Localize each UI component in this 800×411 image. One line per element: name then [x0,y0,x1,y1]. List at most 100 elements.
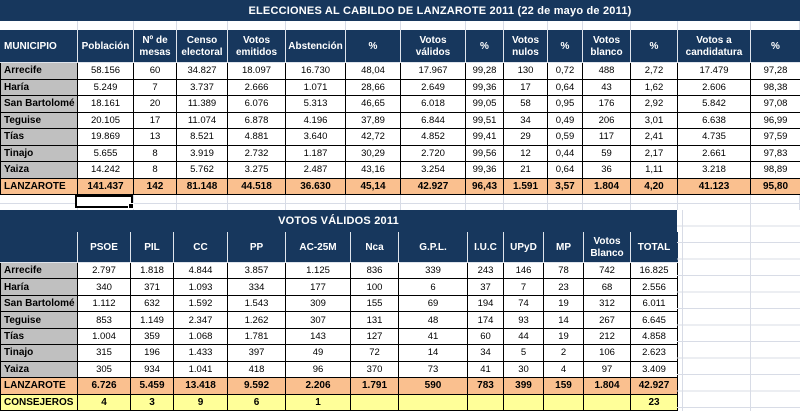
data-cell[interactable]: 1.543 [227,294,286,313]
row-label-cell[interactable]: Yaiza [0,161,78,179]
row-label-cell[interactable]: Arrecife [0,62,78,80]
column-header[interactable]: Votos a candidatura [677,30,751,63]
row-label-cell[interactable]: Tías [0,327,78,346]
data-cell[interactable]: 44 [503,327,544,346]
data-cell[interactable]: 6.844 [400,111,466,129]
column-header[interactable]: Censo electoral [176,30,228,63]
row-label-cell[interactable]: LANZAROTE [0,377,78,395]
data-cell[interactable]: 28,66 [345,78,401,96]
data-cell[interactable]: 99,41 [465,128,504,146]
data-cell[interactable]: 2.606 [677,78,751,96]
data-cell[interactable]: 1,11 [630,161,678,179]
data-cell[interactable]: 2,17 [630,144,678,162]
data-cell[interactable]: 1.591 [503,177,548,195]
data-cell[interactable]: 3.919 [176,144,228,162]
data-cell[interactable]: 96,43 [465,177,504,195]
data-cell[interactable]: 127 [350,327,399,346]
column-header[interactable]: Población [77,30,134,63]
data-cell[interactable] [467,393,504,411]
data-cell[interactable]: 3 [130,393,174,411]
data-cell[interactable]: 5.842 [677,95,751,113]
data-cell[interactable]: 0,49 [547,111,583,129]
column-header[interactable]: % [630,30,678,63]
data-cell[interactable]: 0,59 [547,128,583,146]
data-cell[interactable]: 3.640 [285,128,346,146]
data-cell[interactable]: 21 [503,161,548,179]
data-cell[interactable]: 16.825 [630,261,678,280]
data-cell[interactable]: 98,89 [750,161,800,179]
data-cell[interactable]: 41.123 [677,177,751,195]
data-cell[interactable]: 177 [285,278,351,296]
data-cell[interactable]: 6 [227,393,286,411]
data-cell[interactable]: 2,92 [630,95,678,113]
data-cell[interactable]: 307 [285,311,351,329]
data-cell[interactable]: 4.196 [285,111,346,129]
data-cell[interactable]: 783 [467,377,504,395]
data-cell[interactable]: 42.927 [630,377,678,395]
row-label-cell[interactable]: LANZAROTE [0,177,78,195]
data-cell[interactable]: 371 [130,278,174,296]
data-cell[interactable]: 5.249 [77,78,134,96]
data-cell[interactable]: 17.479 [677,62,751,80]
data-cell[interactable]: 42.927 [400,177,466,195]
data-cell[interactable]: 632 [130,294,174,313]
data-cell[interactable]: 19 [543,327,584,346]
column-header[interactable]: Votos válidos [400,30,466,63]
row-label-cell[interactable]: Tinajo [0,144,78,162]
column-header[interactable]: MUNICIPIO [0,30,78,63]
column-header[interactable]: Nº de mesas [133,30,177,63]
data-cell[interactable]: 4.858 [630,327,678,346]
data-cell[interactable]: 0,72 [547,62,583,80]
column-header[interactable]: I.U.C [467,232,504,263]
row-label-cell[interactable]: Tías [0,128,78,146]
data-cell[interactable]: 130 [503,62,548,80]
data-cell[interactable]: 74 [503,294,544,313]
data-cell[interactable]: 397 [227,344,286,362]
data-cell[interactable]: 58.156 [77,62,134,80]
data-cell[interactable]: 2.720 [400,144,466,162]
row-label-cell[interactable]: Teguise [0,111,78,129]
column-header[interactable]: PP [227,232,286,263]
data-cell[interactable]: 1.187 [285,144,346,162]
data-cell[interactable]: 2,41 [630,128,678,146]
table1-title[interactable]: ELECCIONES AL CABILDO DE LANZAROTE 2011 … [0,0,800,21]
data-cell[interactable]: 41 [467,360,504,379]
data-cell[interactable]: 99,36 [465,78,504,96]
data-cell[interactable]: 46,65 [345,95,401,113]
data-cell[interactable]: 23 [630,393,678,411]
data-cell[interactable]: 37,89 [345,111,401,129]
data-cell[interactable]: 18.161 [77,95,134,113]
data-cell[interactable]: 8 [133,161,177,179]
data-cell[interactable]: 5.762 [176,161,228,179]
data-cell[interactable]: 16.730 [285,62,346,80]
data-cell[interactable]: 359 [130,327,174,346]
data-cell[interactable] [503,393,544,411]
data-cell[interactable]: 14.242 [77,161,134,179]
column-header[interactable]: Votos Blanco [583,232,631,263]
data-cell[interactable]: 340 [77,278,131,296]
data-cell[interactable]: 174 [467,311,504,329]
data-cell[interactable]: 99,36 [465,161,504,179]
data-cell[interactable]: 93 [503,311,544,329]
data-cell[interactable]: 117 [582,128,631,146]
data-cell[interactable]: 2.347 [173,311,228,329]
column-header[interactable]: % [750,30,800,63]
column-header[interactable]: Votos nulos [503,30,548,63]
data-cell[interactable]: 1.791 [350,377,399,395]
data-cell[interactable]: 2.797 [77,261,131,280]
data-cell[interactable]: 19.869 [77,128,134,146]
data-cell[interactable]: 43,16 [345,161,401,179]
data-cell[interactable]: 73 [398,360,468,379]
data-cell[interactable]: 315 [77,344,131,362]
data-cell[interactable]: 7 [133,78,177,96]
data-cell[interactable]: 11.074 [176,111,228,129]
table2-title[interactable]: VOTOS VÁLIDOS 2011 [0,210,677,232]
data-cell[interactable]: 853 [77,311,131,329]
row-label-cell[interactable]: San Bartolomé [0,95,78,113]
data-cell[interactable]: 1.112 [77,294,131,313]
data-cell[interactable]: 20 [133,95,177,113]
column-header[interactable]: PIL [130,232,174,263]
data-cell[interactable]: 1.071 [285,78,346,96]
data-cell[interactable]: 58 [503,95,548,113]
data-cell[interactable]: 6.645 [630,311,678,329]
